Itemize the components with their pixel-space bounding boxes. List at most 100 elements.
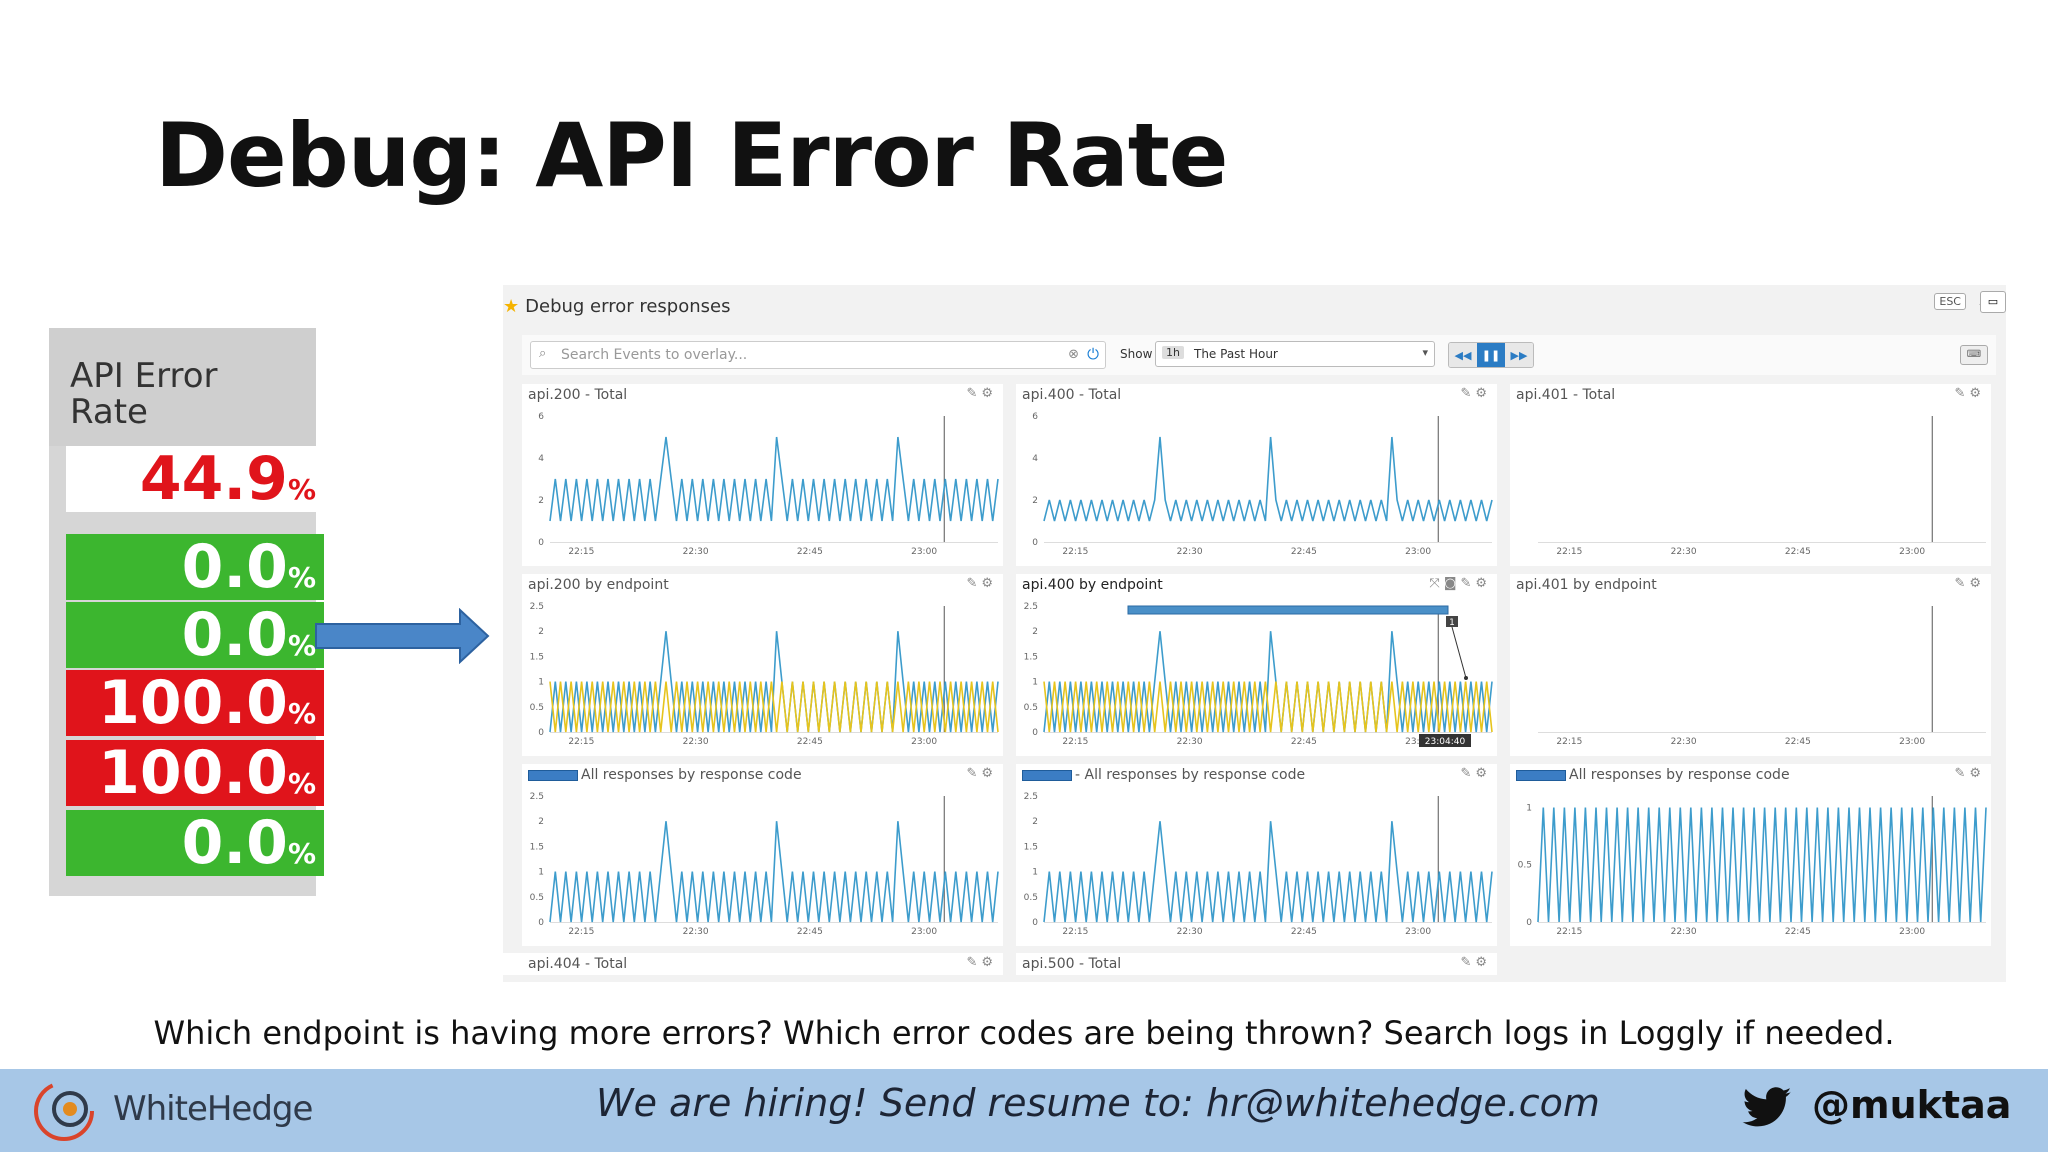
tile-value: 0.0 xyxy=(181,600,288,670)
tooltip-badge-text: 1 xyxy=(1449,618,1455,628)
panel-tools: ✎⚙ xyxy=(1954,386,1985,401)
series-line xyxy=(549,436,999,522)
y-tick-label: 6 xyxy=(1032,412,1038,422)
y-tick-label: 2 xyxy=(538,496,544,506)
gear-icon[interactable]: ⚙ xyxy=(981,386,997,401)
y-tick-label: 1 xyxy=(1032,678,1038,688)
pencil-icon[interactable]: ✎ xyxy=(1460,766,1476,781)
esc-key-hint[interactable]: ESC xyxy=(1934,293,1966,310)
camera-icon[interactable]: ◙ xyxy=(1443,576,1461,591)
x-tick-label: 22:15 xyxy=(1062,737,1088,747)
x-tick-label: 22:15 xyxy=(1556,927,1582,937)
y-tick-label: 2 xyxy=(1032,627,1038,637)
y-tick-label: 0 xyxy=(538,538,544,548)
gear-icon[interactable]: ⚙ xyxy=(981,576,997,591)
x-tick-label: 22:15 xyxy=(1556,737,1582,747)
x-tick-label: 22:30 xyxy=(1177,547,1203,557)
y-tick-label: 0 xyxy=(538,728,544,738)
tv-mode-icon[interactable]: ▭ xyxy=(1980,291,2006,313)
y-tick-label: 4 xyxy=(538,454,544,464)
star-icon[interactable]: ★ xyxy=(503,295,520,317)
panel-chart: 22:15 22:30 22:45 23:00 xyxy=(1538,606,1986,747)
pencil-icon[interactable]: ✎ xyxy=(1954,386,1970,401)
error-rate-tile: 0.0% xyxy=(66,534,324,600)
series-line xyxy=(1537,807,1987,923)
graph-panel: - All responses by response code ✎⚙ 0 0.5… xyxy=(1016,764,1497,946)
y-tick-label: 0 xyxy=(1032,728,1038,738)
x-tick-label: 22:30 xyxy=(1671,737,1697,747)
x-tick-label: 22:15 xyxy=(568,927,594,937)
pencil-icon[interactable]: ✎ xyxy=(1954,576,1970,591)
gear-icon[interactable]: ⚙ xyxy=(1475,955,1491,970)
x-tick-label: 22:15 xyxy=(1556,547,1582,557)
x-tick-label: 23:00 xyxy=(1899,737,1925,747)
panel-title: api.200 by endpoint xyxy=(528,577,669,593)
pencil-icon[interactable]: ✎ xyxy=(966,576,982,591)
panel-tools: ⤧◙✎⚙ xyxy=(1429,576,1491,591)
y-tick-label: 1.5 xyxy=(1024,652,1038,662)
gear-icon[interactable]: ⚙ xyxy=(981,955,997,970)
dashboard-title: Debug error responses xyxy=(525,295,731,317)
y-tick-label: 0.5 xyxy=(1024,703,1038,713)
graph-panel: api.404 - Total ✎⚙ xyxy=(503,953,1003,975)
panel-title: api.500 - Total xyxy=(1022,956,1121,972)
keyboard-icon[interactable]: ⌨ xyxy=(1960,345,1988,365)
graph-panel: api.200 by endpoint ✎⚙ 0 0.5 1 1.5 2 2.5 22:15… xyxy=(522,574,1003,756)
x-tick-label: 23:00 xyxy=(911,547,937,557)
y-tick-label: 0 xyxy=(1032,538,1038,548)
panel-title: All responses by response code xyxy=(528,767,802,783)
panel-chart: 0 0.5 1 1.5 2 2.5 22:15 22:30 22:45 23:00 xyxy=(530,792,999,937)
slide-title: Debug: API Error Rate xyxy=(155,104,1228,207)
error-rate-tile: 0.0% xyxy=(66,810,324,876)
pencil-icon[interactable]: ✎ xyxy=(966,386,982,401)
x-tick-label: 22:45 xyxy=(797,737,823,747)
graph-panel: All responses by response code ✎⚙ 0 0.5 1 1… xyxy=(522,764,1003,946)
panel-title-text: api.200 by endpoint xyxy=(528,577,669,593)
panel-title: api.404 - Total xyxy=(528,956,627,972)
rewind-button[interactable]: ◀◀ xyxy=(1449,343,1477,367)
search-icon: ⌕ xyxy=(539,346,547,361)
tile-unit: % xyxy=(287,767,316,800)
panel-title-text: api.401 by endpoint xyxy=(1516,577,1657,593)
event-search-input[interactable]: ⌕ Search Events to overlay... ⊗ ⏻ xyxy=(530,341,1106,369)
gear-icon[interactable]: ⚙ xyxy=(1475,386,1491,401)
panel-title: - All responses by response code xyxy=(1022,767,1305,783)
y-tick-label: 0.5 xyxy=(1518,861,1532,871)
error-panel-header: API Error Rate xyxy=(49,328,316,446)
x-tick-label: 23:00 xyxy=(911,737,937,747)
chevron-down-icon: ▾ xyxy=(1422,346,1428,359)
graph-panel: api.400 - Total ✎⚙ 0 2 4 6 22:15 22:30 22:45 23… xyxy=(1016,384,1497,566)
gear-icon[interactable]: ⚙ xyxy=(1969,766,1985,781)
expand-icon[interactable]: ⤧ xyxy=(1429,576,1444,591)
panel-chart: 0 2 4 6 22:15 22:30 22:45 23:00 xyxy=(538,412,999,557)
power-icon[interactable]: ⏻ xyxy=(1087,345,1099,363)
x-tick-label: 22:30 xyxy=(1177,927,1203,937)
pause-button[interactable]: ❚❚ xyxy=(1477,343,1505,367)
series-line xyxy=(549,821,999,923)
gear-icon[interactable]: ⚙ xyxy=(1969,576,1985,591)
x-tick-label: 22:30 xyxy=(683,927,709,937)
panel-title: All responses by response code xyxy=(1516,767,1790,783)
gear-icon[interactable]: ⚙ xyxy=(1475,576,1491,591)
pencil-icon[interactable]: ✎ xyxy=(1460,386,1476,401)
pencil-icon[interactable]: ✎ xyxy=(966,766,982,781)
time-range-select[interactable]: 1h The Past Hour ▾ xyxy=(1155,341,1435,367)
pencil-icon[interactable]: ✎ xyxy=(966,955,982,970)
panel-chart: 22:15 22:30 22:45 23:00 xyxy=(1538,416,1986,557)
x-tick-label: 22:45 xyxy=(1291,737,1317,747)
search-placeholder: Search Events to overlay... xyxy=(561,347,748,363)
panel-tools: ✎⚙ xyxy=(1460,955,1491,970)
pencil-icon[interactable]: ✎ xyxy=(1954,766,1970,781)
panel-tools: ✎⚙ xyxy=(966,955,997,970)
panel-title-text: All responses by response code xyxy=(1569,767,1790,783)
panel-title: api.401 by endpoint xyxy=(1516,577,1657,593)
gear-icon[interactable]: ⚙ xyxy=(1969,386,1985,401)
clear-icon[interactable]: ⊗ xyxy=(1068,347,1079,362)
gear-icon[interactable]: ⚙ xyxy=(1475,766,1491,781)
series-line xyxy=(1043,821,1493,923)
gear-icon[interactable]: ⚙ xyxy=(981,766,997,781)
pencil-icon[interactable]: ✎ xyxy=(1460,955,1476,970)
fast-forward-button[interactable]: ▶▶ xyxy=(1505,343,1533,367)
pencil-icon[interactable]: ✎ xyxy=(1460,576,1476,591)
panel-title-text: api.404 - Total xyxy=(528,956,628,972)
